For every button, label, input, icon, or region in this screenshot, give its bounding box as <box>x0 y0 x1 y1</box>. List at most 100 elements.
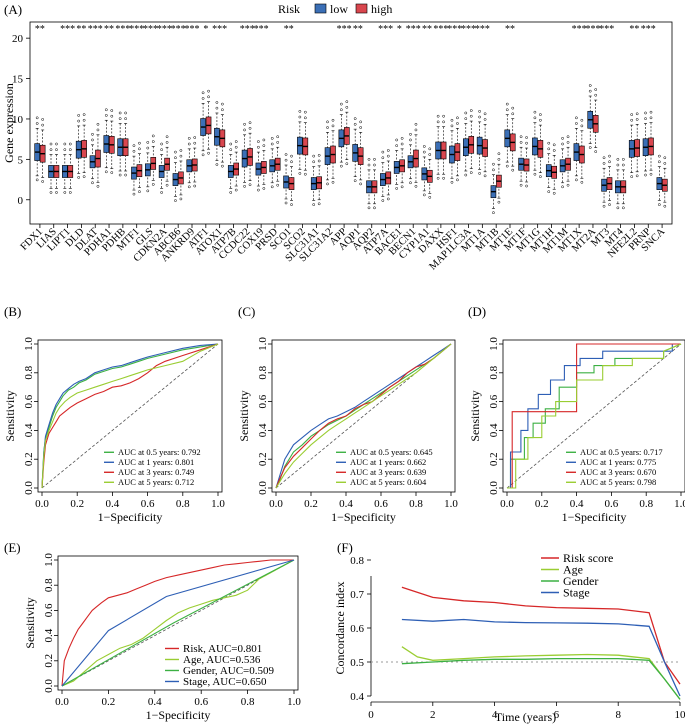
box-outlier-low <box>63 142 67 146</box>
box-outlier-high <box>373 163 376 167</box>
box-outlier-low <box>353 179 357 183</box>
box-outlier-high <box>483 112 487 116</box>
box-outlier-high <box>649 116 653 120</box>
legend-label: Risk, AUC=0.801 <box>183 643 262 655</box>
box-outlier-low <box>215 106 219 110</box>
box-outlier-low <box>436 114 440 118</box>
box-outlier-low <box>326 182 329 186</box>
box-outlier-low <box>367 163 371 167</box>
box-outlier-low <box>630 118 634 122</box>
y-tick-label: 10 <box>12 114 24 126</box>
box-outlier-low <box>478 110 481 113</box>
box-outlier-high <box>207 95 210 99</box>
box-outlier-low <box>63 191 67 194</box>
y-tick-label: 0.6 <box>257 394 269 408</box>
box-outlier-high <box>511 112 515 116</box>
box-outlier-low <box>63 148 67 152</box>
x-tick-label: 0.2 <box>102 696 116 708</box>
box-outlier-high <box>41 118 45 121</box>
box-outlier-low <box>326 126 329 129</box>
box-outlier-low <box>257 188 260 192</box>
box-outlier-high <box>483 174 487 178</box>
box-outlier-low <box>35 122 39 125</box>
box-outlier-low <box>533 110 537 114</box>
box-outlier-low <box>478 172 481 175</box>
plot-frame <box>29 21 673 225</box>
significance-label: *** <box>88 24 103 35</box>
box-outlier-low <box>146 141 150 144</box>
box-outlier-high <box>221 108 224 112</box>
box-outlier-low <box>478 115 481 119</box>
box-outlier-low <box>284 153 288 156</box>
box-outlier-high <box>386 154 390 158</box>
y-tick-label: 1.0 <box>43 553 55 567</box>
roc-curve-auc3 <box>275 343 452 489</box>
box-outlier-high <box>525 136 528 139</box>
box-outlier-low <box>422 193 426 197</box>
box-outlier-high <box>456 178 459 182</box>
box-outlier-low <box>312 203 316 206</box>
legend-label-high: high <box>371 2 392 16</box>
legend-label: AUC at 3 years: 0.749 <box>118 467 194 477</box>
box-outlier-high <box>608 154 611 158</box>
legend-label-low: low <box>330 2 348 16</box>
significance-label: *** <box>254 24 269 35</box>
box-outlier-high <box>303 110 307 114</box>
box-outlier-low <box>91 138 94 142</box>
box-outlier-low <box>284 201 288 205</box>
panel-f-cindex: (F) 0 2 4 6 8 10 0.4 0.5 0.6 0.7 0.8 Time (years) Con… <box>333 540 685 724</box>
box-outlier-low <box>104 108 108 112</box>
box-outlier-low <box>49 142 53 146</box>
box-outlier-low <box>339 108 343 112</box>
box-outlier-low <box>644 173 647 177</box>
box-outlier-high <box>124 173 127 177</box>
box-outlier-high <box>456 122 459 125</box>
y-tick-label: 0.6 <box>488 394 500 408</box>
box-outlier-low <box>464 111 468 115</box>
box-outlier-low <box>381 199 385 202</box>
plot-frame <box>502 339 685 493</box>
legend-label: AUC at 3 years: 0.639 <box>350 467 426 477</box>
box-outlier-low <box>215 101 219 104</box>
box-outlier-high <box>55 142 58 146</box>
significance-label: *** <box>60 24 75 35</box>
box-outlier-low <box>326 120 329 124</box>
box-outlier-low <box>257 140 260 143</box>
box-outlier-low <box>187 137 191 140</box>
legend-label: Gender, AUC=0.509 <box>183 665 275 677</box>
cindex-line-stage <box>401 618 681 697</box>
box-outlier-high <box>483 118 487 121</box>
box-outlier-low <box>450 118 454 122</box>
y-tick-label: 0.6 <box>23 394 35 408</box>
box-outlier-high <box>138 190 141 194</box>
box-outlier-low <box>215 163 219 166</box>
box-outlier-low <box>409 181 412 185</box>
x-axis-label: 1−Specificity <box>331 510 396 524</box>
box-outlier-high <box>124 111 127 115</box>
box-outlier-low <box>243 184 246 188</box>
box-outlier-low <box>630 113 634 116</box>
y-tick-label: 15 <box>12 74 24 86</box>
significance-label: *** <box>599 24 614 35</box>
reference-diagonal <box>61 559 295 687</box>
box-outlier-high <box>276 135 280 139</box>
box-outlier-low <box>644 111 647 115</box>
y-tick-label: 0.0 <box>488 481 500 495</box>
panel-label: (C) <box>238 304 255 319</box>
significance-label: *** <box>115 24 130 35</box>
box-outlier-high <box>262 144 266 147</box>
y-tick-label: 0.0 <box>257 481 269 495</box>
significance-label: *** <box>185 24 200 35</box>
box-outlier-high <box>566 135 570 139</box>
box-outlier-high <box>317 202 321 206</box>
box-outlier-low <box>602 162 606 165</box>
panel-label: (D) <box>468 304 486 319</box>
x-tick-label: 0.0 <box>269 498 283 510</box>
y-tick-label: 0.6 <box>43 603 55 617</box>
box-outlier-high <box>207 89 210 93</box>
box-outlier-low <box>505 108 509 112</box>
box-outlier-low <box>602 156 606 160</box>
roc-curve-auc1 <box>41 343 219 489</box>
legend-label: Age <box>563 563 583 577</box>
